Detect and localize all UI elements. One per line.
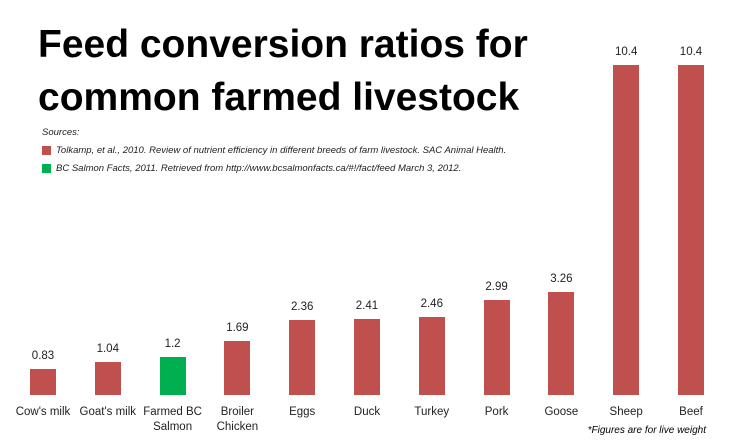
value-label: 2.46: [420, 297, 443, 310]
x-tick-label: Cow's milk: [15, 406, 71, 418]
value-label: 10.4: [679, 46, 703, 58]
x-tick-label: Sheep: [609, 406, 643, 418]
x-tick-label: Beef: [679, 406, 703, 418]
x-tick-label: Broiler Chicken: [216, 406, 259, 433]
footnote: *Figures are for live weight: [587, 425, 706, 436]
bar: [678, 65, 704, 395]
x-tick-label: Goat's milk: [79, 406, 137, 418]
bar: [30, 368, 56, 395]
bar: [354, 318, 380, 395]
bar: [289, 320, 316, 395]
x-tick-label: Farmed BC Salmon: [143, 406, 202, 433]
sources-heading: Sources:: [42, 127, 80, 138]
bar: [159, 356, 186, 395]
bar: [613, 65, 640, 395]
value-label: 1.04: [96, 343, 119, 355]
x-tick-label: Duck: [353, 406, 381, 418]
source-swatch: [42, 146, 51, 155]
x-tick-label: Pork: [484, 406, 509, 418]
bar: [548, 291, 575, 395]
value-label: 1.69: [226, 322, 249, 335]
bar: [224, 341, 251, 395]
chart-title: Feed conversion ratios for common farmed…: [38, 23, 528, 119]
value-label: 2.99: [485, 281, 508, 294]
x-tick-label: Eggs: [289, 406, 316, 418]
bar: [94, 362, 121, 395]
source-text: Tolkamp, et al., 2010. Review of nutrien…: [56, 145, 507, 156]
x-tick-label: Turkey: [414, 406, 450, 418]
bar: [418, 316, 445, 395]
bar: [483, 300, 510, 395]
value-label: 0.83: [31, 349, 55, 362]
value-label: 10.4: [614, 46, 638, 58]
value-label: 1.2: [164, 337, 181, 350]
value-label: 2.36: [290, 301, 314, 314]
value-label: 2.41: [355, 299, 379, 312]
value-label: 3.26: [550, 272, 573, 285]
source-swatch: [42, 164, 51, 173]
x-tick-label: Goose: [544, 406, 579, 418]
source-text: BC Salmon Facts, 2011. Retrieved from ht…: [56, 163, 462, 174]
